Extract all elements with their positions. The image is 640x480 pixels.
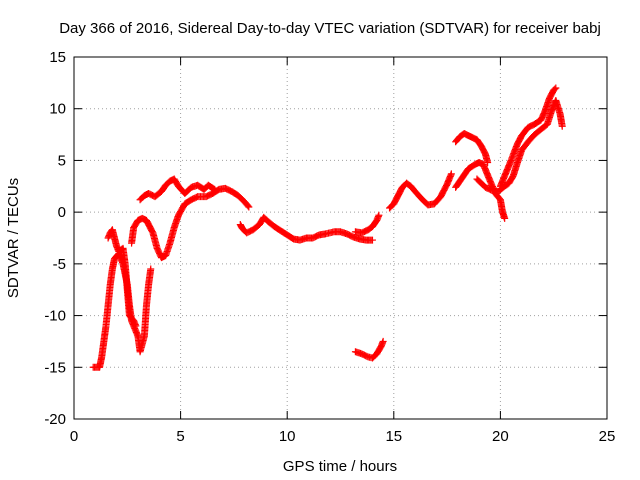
y-axis-label: SDTVAR / TECUs <box>5 178 22 298</box>
data-point <box>244 202 252 210</box>
data-series-seg8 <box>386 170 455 212</box>
axis-ticks: 0 5 10 15 20 25 -20 -15 -10 -5 0 5 10 15 <box>44 49 615 445</box>
data-point <box>245 203 253 211</box>
y-tick-label: -20 <box>44 411 66 428</box>
chart-title: Day 366 of 2016, Sidereal Day-to-day VTE… <box>59 20 601 37</box>
data-point <box>447 170 455 178</box>
data-series-seg3 <box>128 184 253 262</box>
data-series-seg10 <box>452 130 492 166</box>
data-series-seg1 <box>89 250 155 371</box>
data-point <box>375 211 383 219</box>
data-point <box>558 122 566 130</box>
y-tick-label: -15 <box>44 359 66 376</box>
data-series-seg2 <box>104 226 140 330</box>
data-point <box>132 322 140 330</box>
data-point <box>484 158 492 166</box>
data-series-seg12 <box>496 84 560 190</box>
data-point <box>552 84 560 92</box>
x-tick-label: 20 <box>492 428 509 445</box>
y-tick-label: -5 <box>53 256 66 273</box>
data-series-seg6 <box>351 211 383 237</box>
data-points <box>89 84 566 371</box>
data-series-seg11 <box>473 96 566 195</box>
x-tick-label: 0 <box>70 428 78 445</box>
y-tick-label: 15 <box>49 49 66 66</box>
data-series-seg5 <box>236 213 376 244</box>
plot-frame <box>73 56 608 420</box>
data-series-seg4 <box>136 175 219 204</box>
x-tick-label: 5 <box>176 428 184 445</box>
data-point <box>211 185 219 193</box>
data-point <box>210 185 218 193</box>
y-tick-label: 10 <box>49 101 66 118</box>
y-tick-label: 0 <box>58 204 66 221</box>
y-tick-label: -10 <box>44 308 66 325</box>
y-tick-label: 5 <box>58 152 66 169</box>
data-point <box>379 337 387 345</box>
x-axis-label: GPS time / hours <box>283 458 397 475</box>
x-tick-label: 25 <box>599 428 616 445</box>
data-point <box>501 214 509 222</box>
data-point <box>368 236 376 244</box>
x-tick-label: 15 <box>385 428 402 445</box>
data-point <box>147 265 155 273</box>
data-point <box>551 85 559 93</box>
data-series-seg7 <box>351 337 387 362</box>
x-tick-label: 10 <box>279 428 296 445</box>
